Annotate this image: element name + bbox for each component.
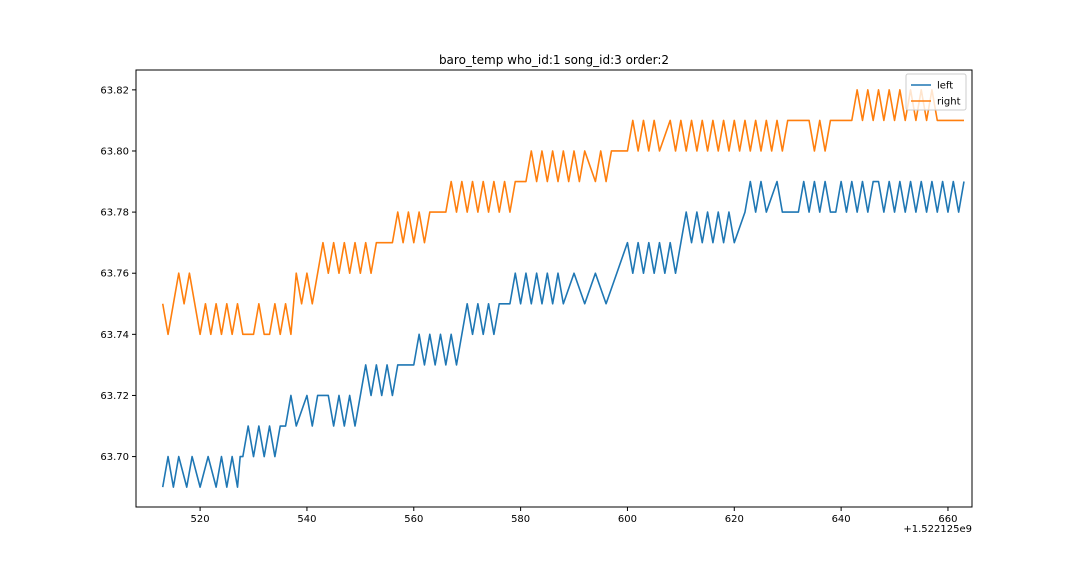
series-line-right [161,89,964,336]
x-tick-label: 660 [938,514,957,525]
legend-label-right: right [937,97,961,108]
y-tick-label: 63.70 [100,452,129,463]
x-tick-label: 640 [832,514,851,525]
x-tick-label: 540 [297,514,316,525]
y-tick-label: 63.76 [100,269,129,280]
axes-frame [135,69,973,508]
y-tick-label: 63.72 [100,391,129,402]
y-tick-label: 63.78 [100,208,129,219]
series-layer [161,89,965,488]
chart-title: baro_temp who_id:1 song_id:3 order:2 [439,53,669,67]
x-axis: 520 540 560 580 600 620 640 660 [191,507,958,525]
x-tick-label: 560 [404,514,423,525]
x-tick-label: 600 [618,514,637,525]
x-tick-label: 580 [511,514,530,525]
y-axis: 63.70 63.72 63.74 63.76 63.78 63.80 63.82 [100,85,136,463]
legend: left right [905,73,967,111]
y-tick-label: 63.82 [100,85,129,96]
y-tick-label: 63.80 [100,146,129,157]
legend-label-left: left [937,81,953,92]
x-tick-label: 520 [191,514,210,525]
y-tick-label: 63.74 [100,330,129,341]
x-tick-label: 620 [725,514,744,525]
series-line-left [161,180,965,488]
x-offset-label: +1.522125e9 [903,524,972,535]
